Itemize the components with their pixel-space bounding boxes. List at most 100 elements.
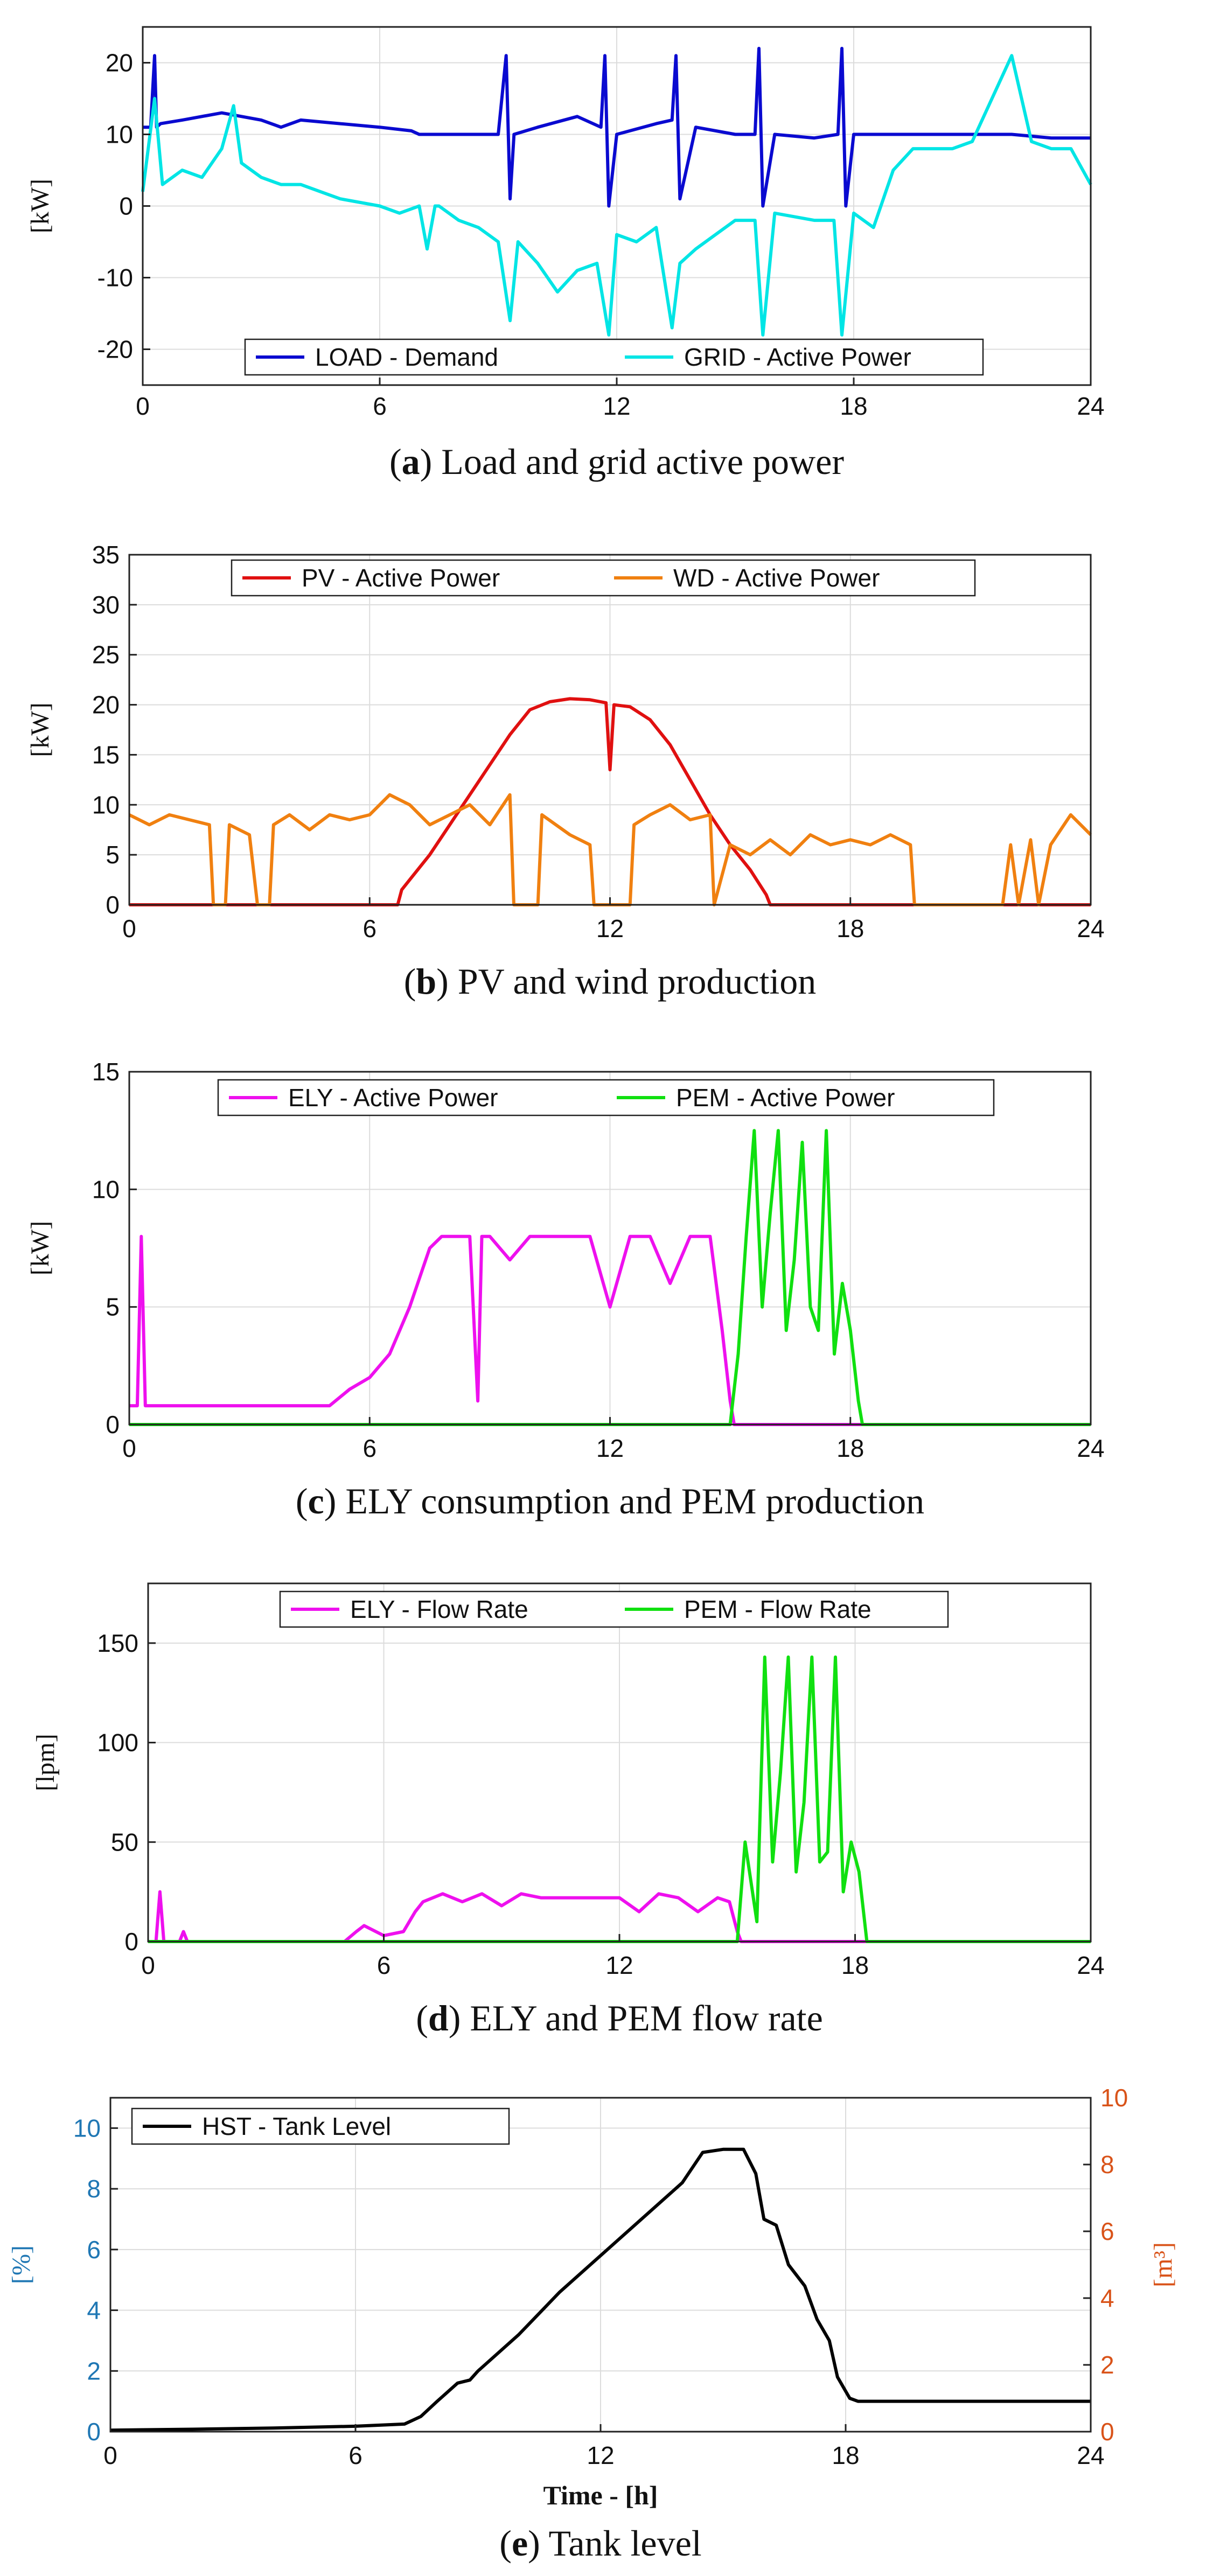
- legend-label: PEM - Flow Rate: [684, 1595, 872, 1623]
- x-tick-label: 12: [603, 392, 630, 420]
- y-tick-label: 0: [87, 2418, 101, 2446]
- y-tick-label: 10: [92, 1175, 120, 1203]
- y-tick-label: 100: [97, 1729, 138, 1757]
- y-tick-label: 15: [92, 1058, 120, 1086]
- series-line-pem-active-power: [129, 1129, 1091, 1426]
- x-tick-label: 0: [103, 2441, 117, 2469]
- y-right-tick-label: 4: [1100, 2284, 1114, 2312]
- y-right-tick-label: 8: [1100, 2151, 1114, 2179]
- x-tick-label: 18: [832, 2441, 859, 2469]
- caption-open-paren: (: [416, 1998, 428, 2039]
- y-tick-label: 10: [92, 791, 120, 819]
- legend: PV - Active Power WD - Active Power: [231, 559, 976, 597]
- legend-label: ELY - Flow Rate: [350, 1595, 528, 1623]
- series-line-ely-flow-rate: [148, 1890, 1091, 1943]
- legend: LOAD - Demand GRID - Active Power: [244, 338, 984, 376]
- x-tick-label: 0: [122, 1434, 136, 1462]
- y-tick-label: 4: [87, 2296, 101, 2324]
- x-tick-label: 6: [377, 1951, 391, 1979]
- y-right-tick-label: 6: [1100, 2217, 1114, 2245]
- legend-box: [217, 1079, 995, 1116]
- panel-caption: (c) ELY consumption and PEM production: [296, 1481, 924, 1521]
- y-tick-label: 20: [106, 49, 133, 77]
- chart-panel-b: 0 6 12 18 24 0 5 10 15 20 25 30 35 [kW] PV - Active Po…: [26, 541, 1105, 1002]
- x-tick-label: 0: [136, 392, 150, 420]
- legend-box: [131, 2107, 510, 2145]
- series-line-pem-flow-rate: [148, 1655, 1091, 1943]
- x-tick-label: 12: [596, 1434, 624, 1462]
- panel-caption: (a) Load and grid active power: [389, 441, 844, 482]
- legend-label: PEM - Active Power: [676, 1084, 895, 1112]
- x-axis-label: Time - [h]: [543, 2480, 658, 2510]
- y-tick-label: 15: [92, 741, 120, 769]
- x-tick-label: 12: [605, 1951, 633, 1979]
- y-tick-label: 0: [124, 1928, 138, 1956]
- y-tick-label: 8: [87, 2175, 101, 2203]
- x-tick-label: 24: [1077, 392, 1104, 420]
- chart-panel-d: 0 6 12 18 24 0 50 100 150 [lpm] ELY - Flow Rate PEM…: [31, 1582, 1105, 2039]
- legend-box: [231, 559, 976, 597]
- series-line-load-demand: [143, 46, 1091, 208]
- x-tick-label: 18: [841, 1951, 869, 1979]
- y-right-tick-label: 10: [1100, 2084, 1128, 2112]
- y-tick-label: 5: [106, 1293, 120, 1321]
- caption-open-paren: (: [499, 2523, 512, 2564]
- caption-text: ) PV and wind production: [436, 961, 816, 1002]
- legend-box: [279, 1590, 949, 1628]
- legend-label: LOAD - Demand: [315, 343, 498, 371]
- x-tick-label: 6: [362, 1434, 377, 1462]
- caption-text: ) Tank level: [528, 2523, 702, 2564]
- y-tick-label: 25: [92, 641, 120, 669]
- y-axis-label: [kW]: [26, 179, 54, 233]
- caption-letter: d: [428, 1998, 449, 2039]
- chart-panel-c: 0 6 12 18 24 0 5 10 15 [kW] ELY - Active Power PEM …: [26, 1058, 1105, 1521]
- legend-label: GRID - Active Power: [684, 343, 911, 371]
- y-tick-label: 0: [106, 1411, 120, 1439]
- legend-label: PV - Active Power: [302, 564, 500, 592]
- y-tick-label: -20: [97, 336, 133, 364]
- caption-letter: b: [416, 961, 436, 1002]
- series-line-grid-active-power: [141, 54, 1092, 337]
- y-tick-label: 2: [87, 2357, 101, 2385]
- y-right-tick-label: 2: [1100, 2351, 1114, 2379]
- y-axis-label: [kW]: [26, 702, 54, 757]
- legend-label: WD - Active Power: [673, 564, 880, 592]
- x-tick-label: 6: [348, 2441, 362, 2469]
- chart-panel-a: 0 6 12 18 24 -20 -10 0 10 20 [kW] LOAD - Demand GRID…: [26, 26, 1105, 482]
- x-tick-label: 12: [587, 2441, 614, 2469]
- x-tick-label: 18: [840, 392, 867, 420]
- y-tick-label: 10: [106, 121, 133, 149]
- legend: HST - Tank Level: [131, 2107, 510, 2145]
- y-axis-label: [%]: [7, 2245, 36, 2284]
- x-tick-label: 24: [1077, 914, 1104, 943]
- panel-caption: (b) PV and wind production: [404, 961, 817, 1002]
- legend: ELY - Active Power PEM - Active Power: [217, 1079, 995, 1116]
- x-tick-label: 12: [596, 914, 624, 943]
- y-right-axis-label: [m³]: [1149, 2242, 1177, 2287]
- panel-caption: (d) ELY and PEM flow rate: [416, 1998, 823, 2039]
- caption-text: ) ELY and PEM flow rate: [449, 1998, 823, 2039]
- y-axis-label: [lpm]: [31, 1734, 60, 1791]
- caption-text: ) ELY consumption and PEM production: [324, 1481, 924, 1521]
- y-tick-label: 150: [97, 1629, 138, 1657]
- caption-open-paren: (: [404, 961, 416, 1002]
- y-tick-label: 50: [111, 1828, 138, 1856]
- y-tick-label: -10: [97, 264, 133, 292]
- legend: ELY - Flow Rate PEM - Flow Rate: [279, 1590, 949, 1628]
- y-axis-label: [kW]: [26, 1221, 54, 1275]
- x-tick-label: 0: [122, 914, 136, 943]
- legend-box: [244, 338, 984, 376]
- x-tick-label: 24: [1077, 1434, 1104, 1462]
- y-tick-label: 35: [92, 541, 120, 569]
- y-tick-label: 10: [73, 2114, 101, 2142]
- y-tick-label: 30: [92, 591, 120, 619]
- caption-letter: a: [402, 441, 420, 482]
- caption-letter: c: [308, 1481, 324, 1521]
- x-tick-label: 24: [1077, 2441, 1104, 2469]
- series-line-hst-tank-level: [110, 2147, 1091, 2432]
- caption-open-paren: (: [296, 1481, 308, 1521]
- y-tick-label: 20: [92, 691, 120, 719]
- caption-text: ) Load and grid active power: [420, 441, 845, 482]
